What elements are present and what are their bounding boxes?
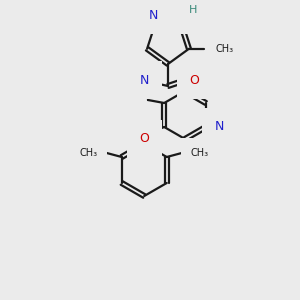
Text: H: H — [189, 5, 197, 15]
Text: H: H — [136, 73, 144, 83]
Text: CH₃: CH₃ — [216, 44, 234, 54]
Text: CH₃: CH₃ — [80, 148, 98, 158]
Text: N: N — [215, 121, 224, 134]
Text: O: O — [189, 74, 199, 86]
Text: N: N — [148, 9, 158, 22]
Text: N: N — [178, 9, 188, 22]
Text: CH₃: CH₃ — [191, 148, 209, 158]
Text: N: N — [140, 74, 149, 86]
Text: O: O — [139, 133, 149, 146]
